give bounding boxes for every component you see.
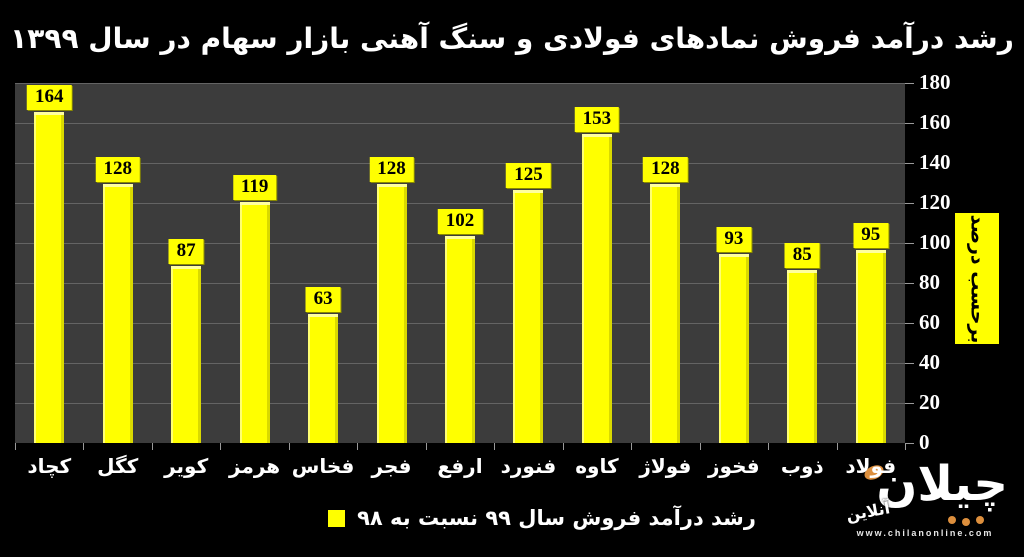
bar xyxy=(718,254,749,443)
legend-swatch-icon xyxy=(328,509,346,527)
y-axis-tick-label: 160 xyxy=(919,110,951,134)
x-axis-category-label: فنورد xyxy=(500,454,557,478)
x-axis-tick xyxy=(357,443,359,450)
logo-sub-wordmark: آنلاین xyxy=(844,498,892,525)
x-axis-category-label: هرمز xyxy=(229,454,281,478)
bar xyxy=(445,236,475,443)
bar-value-label: 128 xyxy=(643,157,688,182)
bar-value-label: 164 xyxy=(26,85,72,110)
y-axis-tick-label: 20 xyxy=(919,390,940,414)
logo-url: www.chilanonline.com xyxy=(856,528,994,538)
x-axis-category-label: کچاد xyxy=(27,454,72,478)
chilan-logo: چیلان آنلاین www.chilanonline.com xyxy=(836,456,1014,552)
y-axis-tick xyxy=(905,163,914,164)
logo-dot-icon xyxy=(962,518,970,526)
bar xyxy=(34,112,65,443)
bar-value-label: 128 xyxy=(95,157,140,182)
legend: رشد درآمد فروش سال ۹۹ نسبت به ۹۸ xyxy=(30,506,1024,530)
x-axis-tick xyxy=(905,443,906,450)
y-axis-tick xyxy=(905,243,914,244)
y-axis-tick-label: 80 xyxy=(919,270,940,294)
bar-value-label: 128 xyxy=(369,157,414,182)
bar-value-label: 63 xyxy=(305,287,341,312)
y-axis-tick-label: 40 xyxy=(919,350,940,374)
x-axis-tick xyxy=(151,443,153,450)
x-axis-tick xyxy=(83,443,85,450)
y-axis-tick-label: 140 xyxy=(919,150,951,174)
bar xyxy=(581,134,612,443)
bar-value-label: 119 xyxy=(232,175,277,200)
x-axis-category-label: فخوز xyxy=(708,454,760,478)
x-axis-category-label: فجر xyxy=(371,454,412,478)
bar-value-label: 95 xyxy=(853,223,889,248)
bar xyxy=(308,314,339,443)
bar-value-label: 93 xyxy=(716,227,752,252)
bar-value-label: 125 xyxy=(506,163,551,188)
logo-dot-icon xyxy=(948,516,956,524)
bar-value-label: 87 xyxy=(168,239,204,264)
x-axis-tick xyxy=(562,443,564,450)
y-axis-tick xyxy=(905,443,914,444)
x-axis-tick xyxy=(15,443,16,450)
x-axis-category-label: کویر xyxy=(164,454,209,478)
bar xyxy=(239,202,270,443)
bar xyxy=(102,184,133,443)
gridline xyxy=(15,123,905,124)
y-axis-unit-label: برحسب درصد xyxy=(966,214,988,343)
logo-wordmark: چیلان xyxy=(876,456,1008,512)
bar xyxy=(855,250,886,443)
y-axis-unit-box xyxy=(955,213,999,344)
y-axis-tick xyxy=(905,363,914,364)
gridline xyxy=(15,163,905,164)
x-axis-category-label: فخاس xyxy=(291,454,355,478)
bar xyxy=(376,184,407,443)
x-axis-category-label: ارفع xyxy=(437,454,483,478)
y-axis-tick xyxy=(905,203,914,204)
y-axis-tick-label: 120 xyxy=(919,190,951,214)
x-axis-tick xyxy=(836,443,838,450)
bar xyxy=(650,184,681,443)
logo-dot-icon xyxy=(976,516,984,524)
plot-area: 164 128 87 119 63 128 102 125 153 128 93 85 95 xyxy=(15,83,905,443)
x-axis-tick xyxy=(494,443,496,450)
chart-title: رشد درآمد فروش نمادهای فولادی و سنگ آهنی… xyxy=(10,22,1014,55)
x-axis-tick xyxy=(425,443,427,450)
x-axis-category-label: فولاژ xyxy=(639,454,692,478)
y-axis-tick xyxy=(905,403,914,404)
x-axis-tick xyxy=(768,443,770,450)
gridline xyxy=(15,83,905,84)
y-axis-tick-label: 180 xyxy=(919,70,951,94)
bar-value-label: 153 xyxy=(574,107,620,132)
x-axis-tick xyxy=(699,443,701,450)
legend-label: رشد درآمد فروش سال ۹۹ نسبت به ۹۸ xyxy=(357,506,756,530)
x-axis-category-label: کاوه xyxy=(575,454,619,478)
y-axis-tick xyxy=(905,123,914,124)
gridline xyxy=(15,203,905,204)
bar xyxy=(171,266,202,443)
y-axis-tick-label: 0 xyxy=(919,430,930,454)
y-axis-tick-label: 100 xyxy=(919,230,951,254)
x-axis-category-label: کگل xyxy=(97,454,139,478)
x-axis-tick xyxy=(288,443,290,450)
y-axis-tick xyxy=(905,83,914,84)
bar xyxy=(787,270,818,443)
bar-value-label: 85 xyxy=(784,243,820,268)
y-axis-tick-label: 60 xyxy=(919,310,940,334)
bar xyxy=(513,190,544,443)
x-axis-category-label: فولاد xyxy=(845,454,897,478)
x-axis-tick xyxy=(631,443,633,450)
x-axis-category-label: ذوب xyxy=(780,454,824,478)
y-axis-tick xyxy=(905,283,914,284)
x-axis-tick xyxy=(220,443,222,450)
bar-value-label: 102 xyxy=(437,209,483,234)
y-axis-tick xyxy=(905,323,914,324)
